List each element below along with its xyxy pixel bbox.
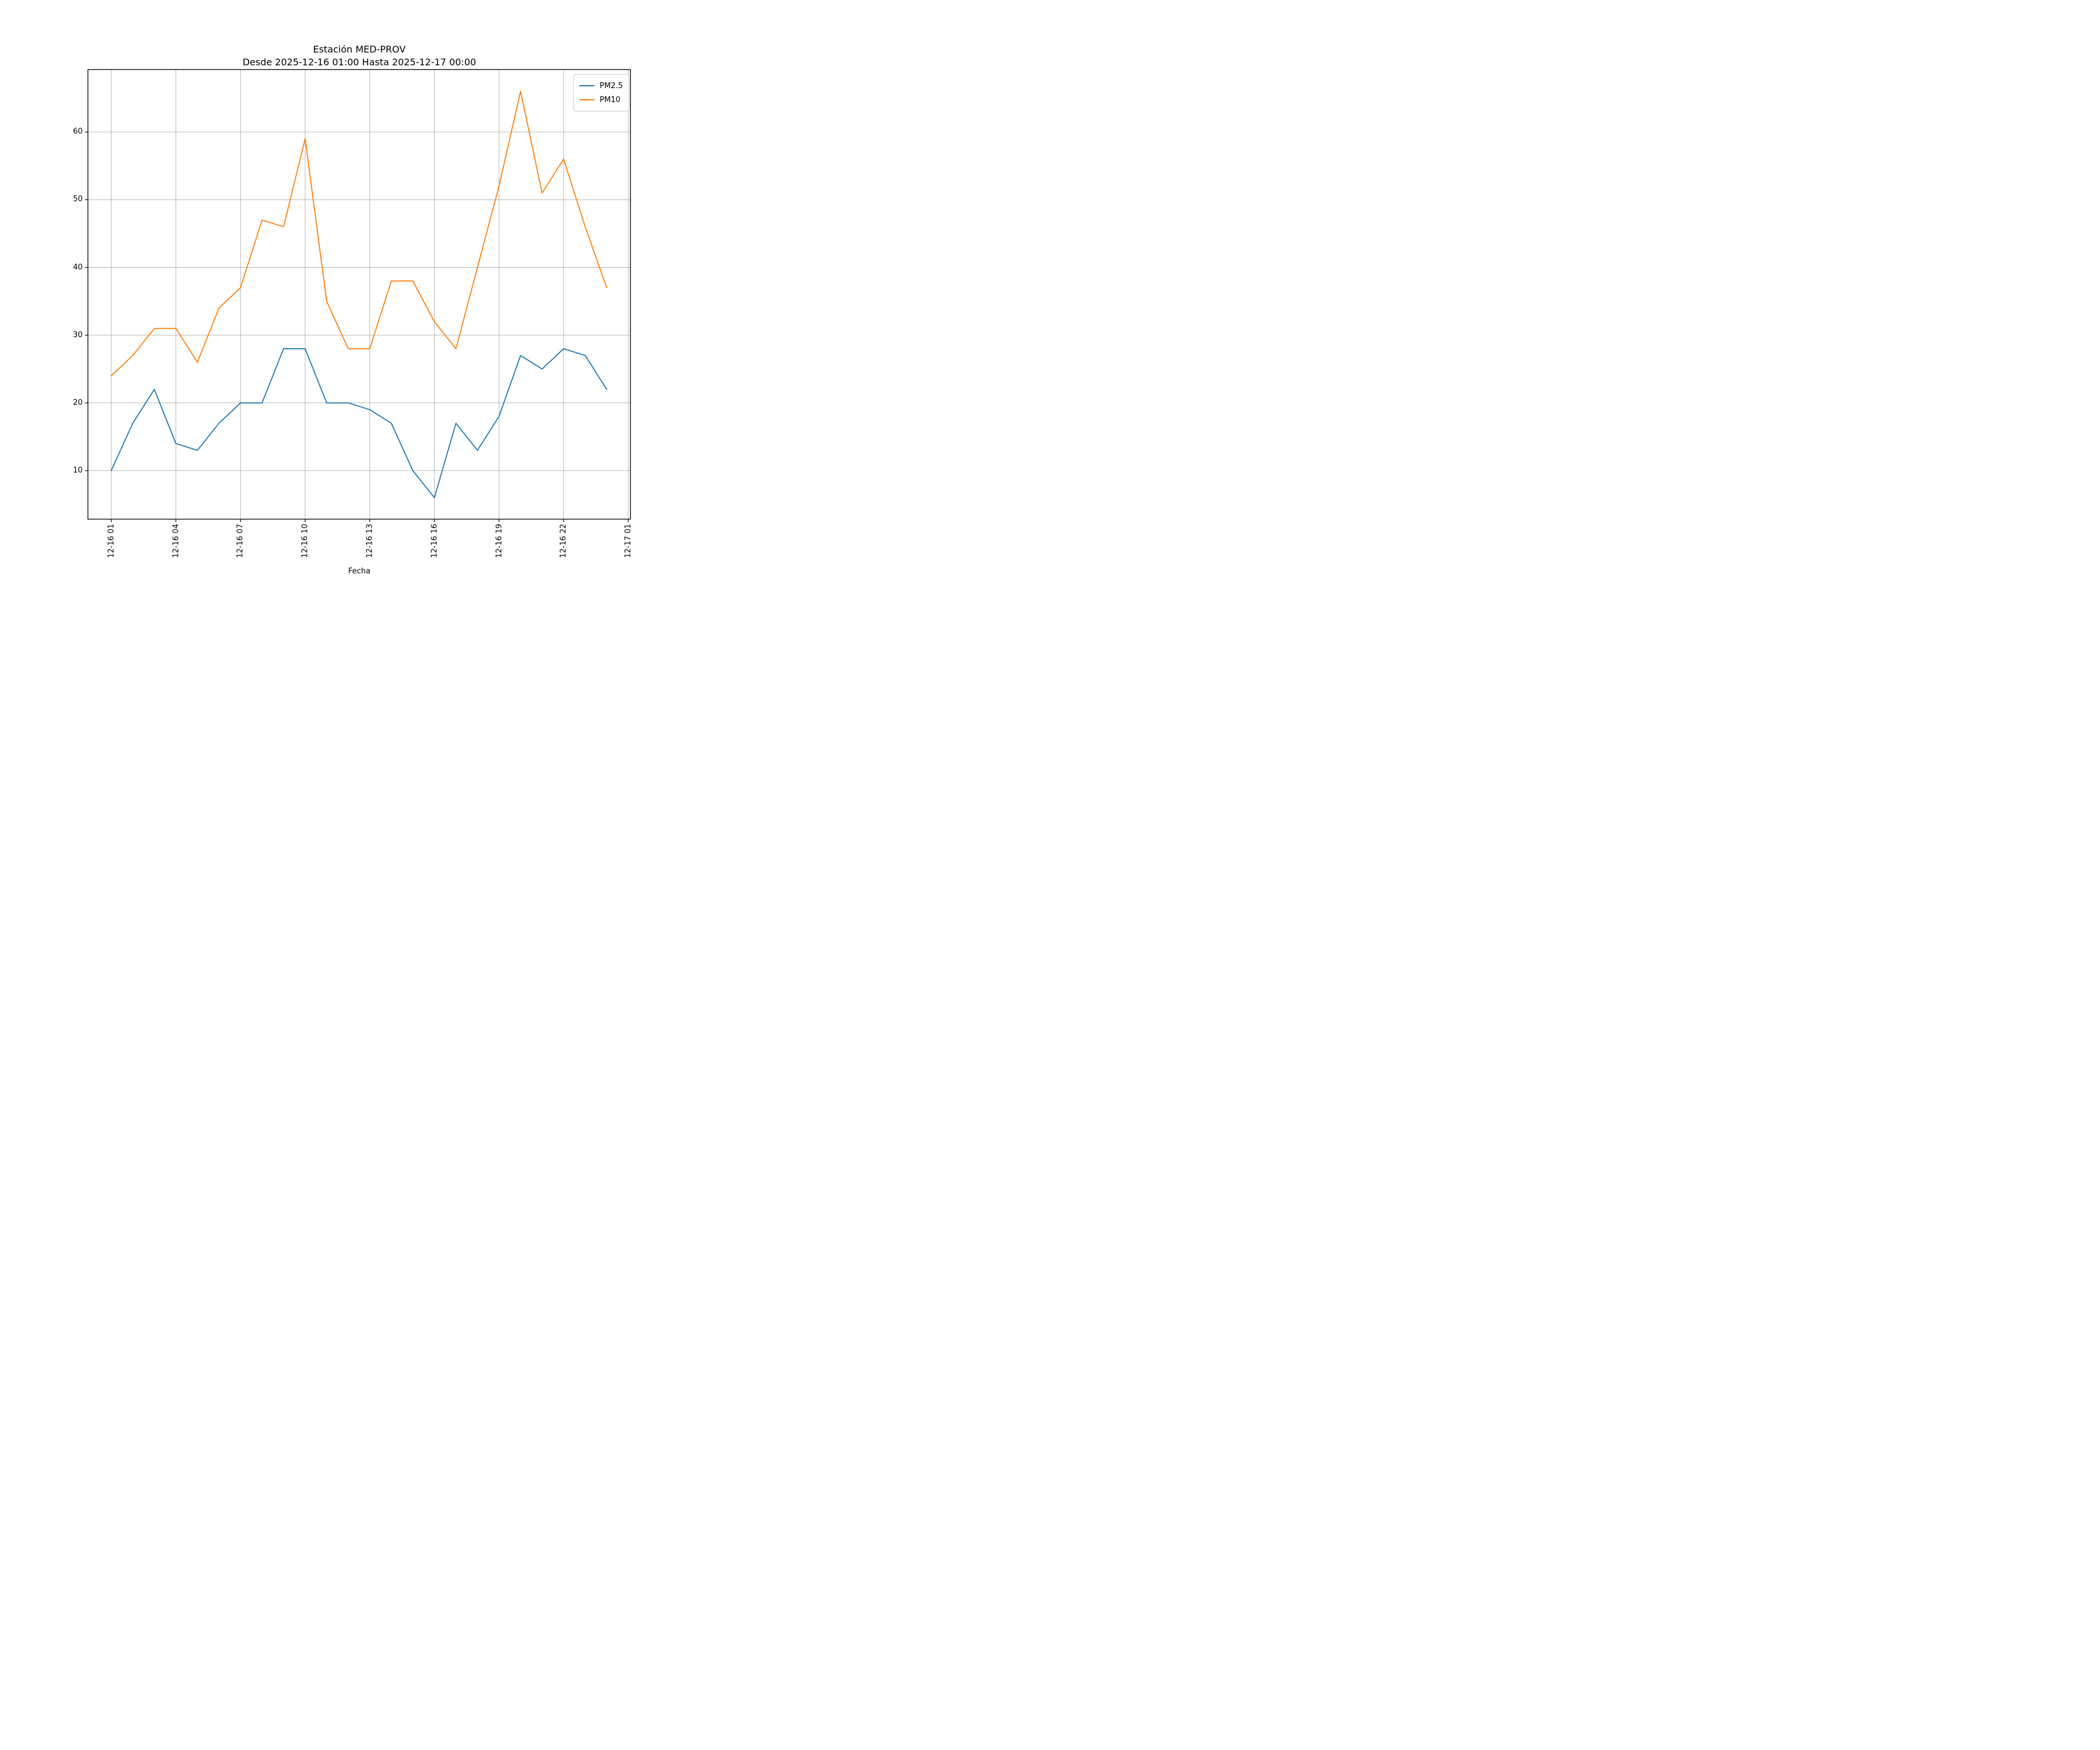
y-tick-label-30: 30 xyxy=(73,330,83,340)
series-line-pm25 xyxy=(110,348,607,499)
plot-canvas xyxy=(85,69,631,522)
x-tick-label-12-16-07: 12-16 07 xyxy=(236,524,245,558)
x-tick-label-12-16-01: 12-16 01 xyxy=(107,524,116,558)
x-tick-label-12-16-19: 12-16 19 xyxy=(494,524,503,558)
x-tick-label-12-16-16: 12-16 16 xyxy=(430,524,439,558)
chart-title-line1: Estación MED-PROV xyxy=(313,44,406,55)
x-axis-title: Fecha xyxy=(348,567,371,576)
line-chart-figure: Estación MED-PROV Desde 2025-12-16 01:00… xyxy=(0,0,700,583)
legend-label-pm25: PM2.5 xyxy=(600,81,623,90)
x-tick-label-12-16-04: 12-16 04 xyxy=(172,524,180,558)
legend-row-pm10: PM10 xyxy=(579,93,623,107)
series-line-pm10 xyxy=(110,90,607,377)
chart-title: Estación MED-PROV Desde 2025-12-16 01:00… xyxy=(88,43,631,69)
x-tick-label-12-17-01: 12-17 01 xyxy=(624,524,633,558)
legend-row-pm25: PM2.5 xyxy=(579,79,623,93)
pm10-line-sample-icon xyxy=(579,99,594,100)
chart-title-line2: Desde 2025-12-16 01:00 Hasta 2025-12-17 … xyxy=(242,57,477,68)
y-tick-label-10: 10 xyxy=(73,466,83,475)
y-tick-label-60: 60 xyxy=(73,127,83,136)
y-tick-label-50: 50 xyxy=(73,195,83,204)
x-tick-label-12-16-13: 12-16 13 xyxy=(365,524,374,558)
x-tick-label-12-16-22: 12-16 22 xyxy=(559,524,568,558)
pm25-line-sample-icon xyxy=(579,85,594,86)
legend-label-pm10: PM10 xyxy=(600,95,621,104)
axes-spines xyxy=(88,69,631,520)
y-tick-label-40: 40 xyxy=(73,262,83,272)
x-tick-label-12-16-10: 12-16 10 xyxy=(300,524,310,558)
legend: PM2.5 PM10 xyxy=(573,74,629,111)
y-tick-label-20: 20 xyxy=(73,398,83,407)
